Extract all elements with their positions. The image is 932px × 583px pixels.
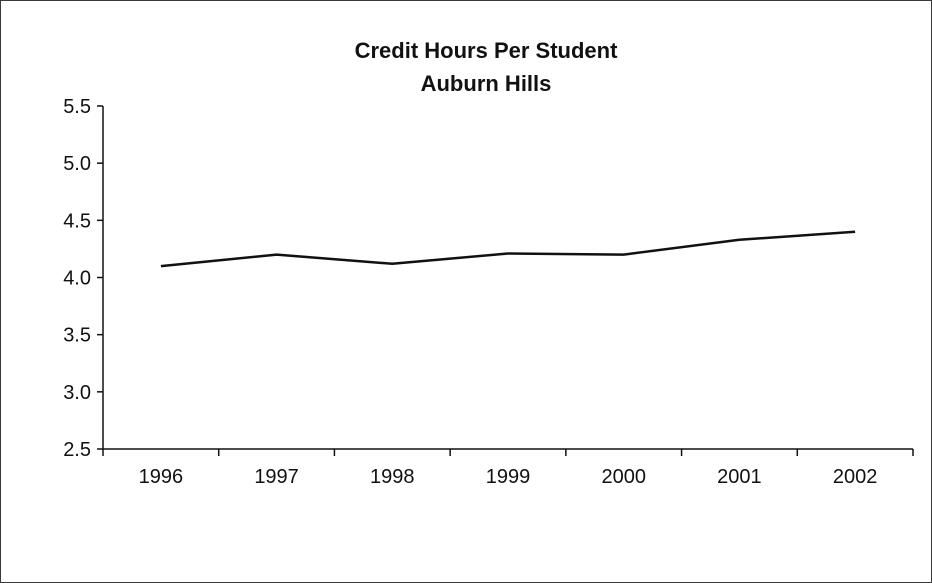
series-group — [160, 230, 856, 268]
series-line — [160, 230, 856, 268]
x-tick-label: 1999 — [486, 466, 531, 488]
x-axis: 1996 1997 1998 1999 2000 2001 2002 — [102, 448, 914, 488]
y-tick-label: 2.5 — [63, 439, 91, 461]
x-tick-label: 1998 — [370, 466, 415, 488]
y-axis: 5.5 5.0 4.5 4.0 3.5 3.0 2.5 — [63, 96, 104, 461]
y-tick-label: 5.5 — [63, 96, 91, 118]
y-tick-label: 5.0 — [63, 153, 91, 175]
chart-subtitle: Auburn Hills — [421, 71, 552, 96]
y-tick-label: 4.5 — [63, 210, 91, 232]
x-tick-label: 2000 — [601, 466, 646, 488]
x-tick-label: 2002 — [833, 466, 878, 488]
chart-title: Credit Hours Per Student — [355, 38, 618, 63]
x-tick-label: 1997 — [254, 466, 299, 488]
y-tick-label: 3.5 — [63, 325, 91, 347]
y-tick-label: 3.0 — [63, 382, 91, 404]
x-tick-label: 1996 — [139, 466, 184, 488]
y-tick-label: 4.0 — [63, 268, 91, 290]
x-tick-label: 2001 — [717, 466, 762, 488]
